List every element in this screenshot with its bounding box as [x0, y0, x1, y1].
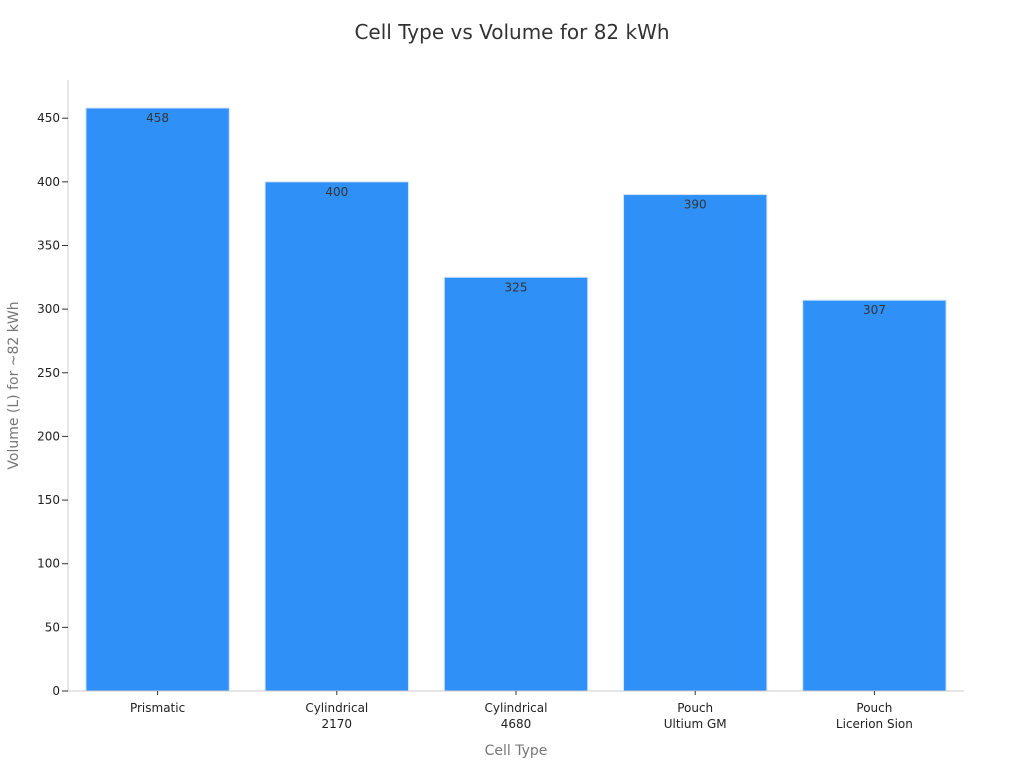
x-tick-label: Cylindrical 4680: [485, 701, 548, 731]
y-tick-label: 450: [37, 111, 60, 125]
data-labels-group: 458 400 325 390 307: [146, 111, 886, 317]
x-axis-title: Cell Type: [485, 743, 548, 759]
bar-value-label: 458: [146, 111, 169, 125]
bar: [623, 194, 768, 692]
bar-value-label: 307: [863, 303, 886, 317]
y-axis-title: Volume (L) for ~82 kWh: [6, 301, 22, 469]
y-tick-label: 400: [37, 175, 60, 189]
x-tick-label: Pouch Ultium GM: [664, 701, 727, 731]
bar: [802, 299, 947, 692]
x-tick-label: Cylindrical 2170: [305, 701, 368, 731]
y-axis: 0 50 100 150 200 250 300 350 400 450: [37, 80, 69, 698]
bar: [85, 107, 230, 692]
bar: [264, 181, 409, 692]
bar-value-label: 325: [505, 280, 528, 294]
y-tick-label: 200: [37, 429, 60, 443]
y-tick-label: 0: [52, 684, 60, 698]
x-tick-label: Pouch Licerion Sion: [836, 701, 913, 731]
x-tick-label: Prismatic: [130, 701, 185, 715]
y-tick-label: 250: [37, 366, 60, 380]
bars-group: [85, 107, 947, 692]
chart-title: Cell Type vs Volume for 82 kWh: [354, 20, 670, 44]
bar-value-label: 390: [684, 198, 707, 212]
bar: [443, 276, 589, 692]
y-tick-label: 350: [37, 238, 60, 252]
y-tick-label: 300: [37, 302, 60, 316]
y-tick-label: 100: [37, 557, 60, 571]
x-axis: Prismatic Cylindrical 2170 Cylindrical 4680 P…: [68, 690, 964, 731]
bar-value-label: 400: [325, 185, 348, 199]
y-tick-label: 150: [37, 493, 60, 507]
y-tick-label: 50: [45, 620, 60, 634]
